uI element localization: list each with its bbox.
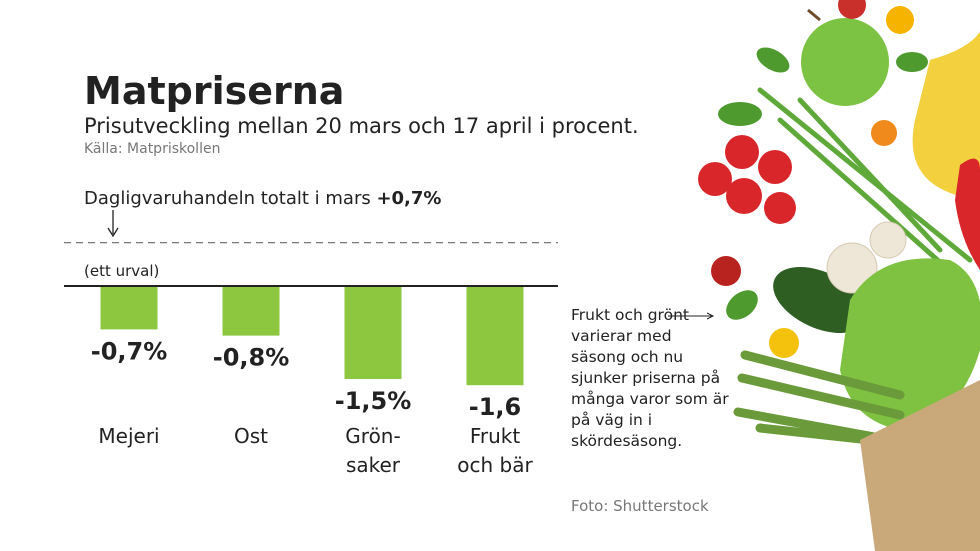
x-tick-line: och bär [457, 453, 533, 477]
x-tick-line: Frukt [470, 424, 521, 448]
bar [466, 286, 524, 386]
value-label: -1,6 [469, 393, 521, 421]
x-tick-label: Frukt och bär [457, 424, 533, 477]
x-tick-label: Mejeri [98, 424, 159, 448]
annotation-arrowhead [706, 312, 715, 320]
value-label: -0,7% [91, 337, 168, 365]
bar [344, 286, 402, 379]
x-tick-line: Grön- [345, 424, 400, 448]
sample-note: (ett urval) [84, 262, 159, 280]
produce-photo [698, 0, 980, 551]
x-tick-label: Ost [234, 424, 268, 448]
reference-text: Dagligvaruhandeln totalt i mars [84, 188, 371, 209]
bar [222, 286, 280, 336]
annotation: Frukt och grönt varierar med säsong och … [571, 306, 729, 450]
photo-credit: Foto: Shutterstock [571, 497, 709, 515]
source: Källa: Matpriskollen [84, 141, 220, 157]
reference-value: +0,7% [376, 188, 441, 209]
x-tick-label: Grön-saker [345, 424, 401, 477]
value-label: -1,5% [335, 387, 412, 415]
bar [100, 286, 158, 330]
chart-title: Matpriserna [84, 69, 344, 113]
chart-subtitle: Prisutveckling mellan 20 mars och 17 apr… [84, 114, 639, 138]
value-label: -0,8% [213, 344, 290, 372]
reference-label: Dagligvaruhandeln totalt i mars +0,7% [84, 188, 441, 209]
reference-arrowhead [107, 227, 119, 238]
x-tick-line: saker [346, 453, 401, 477]
